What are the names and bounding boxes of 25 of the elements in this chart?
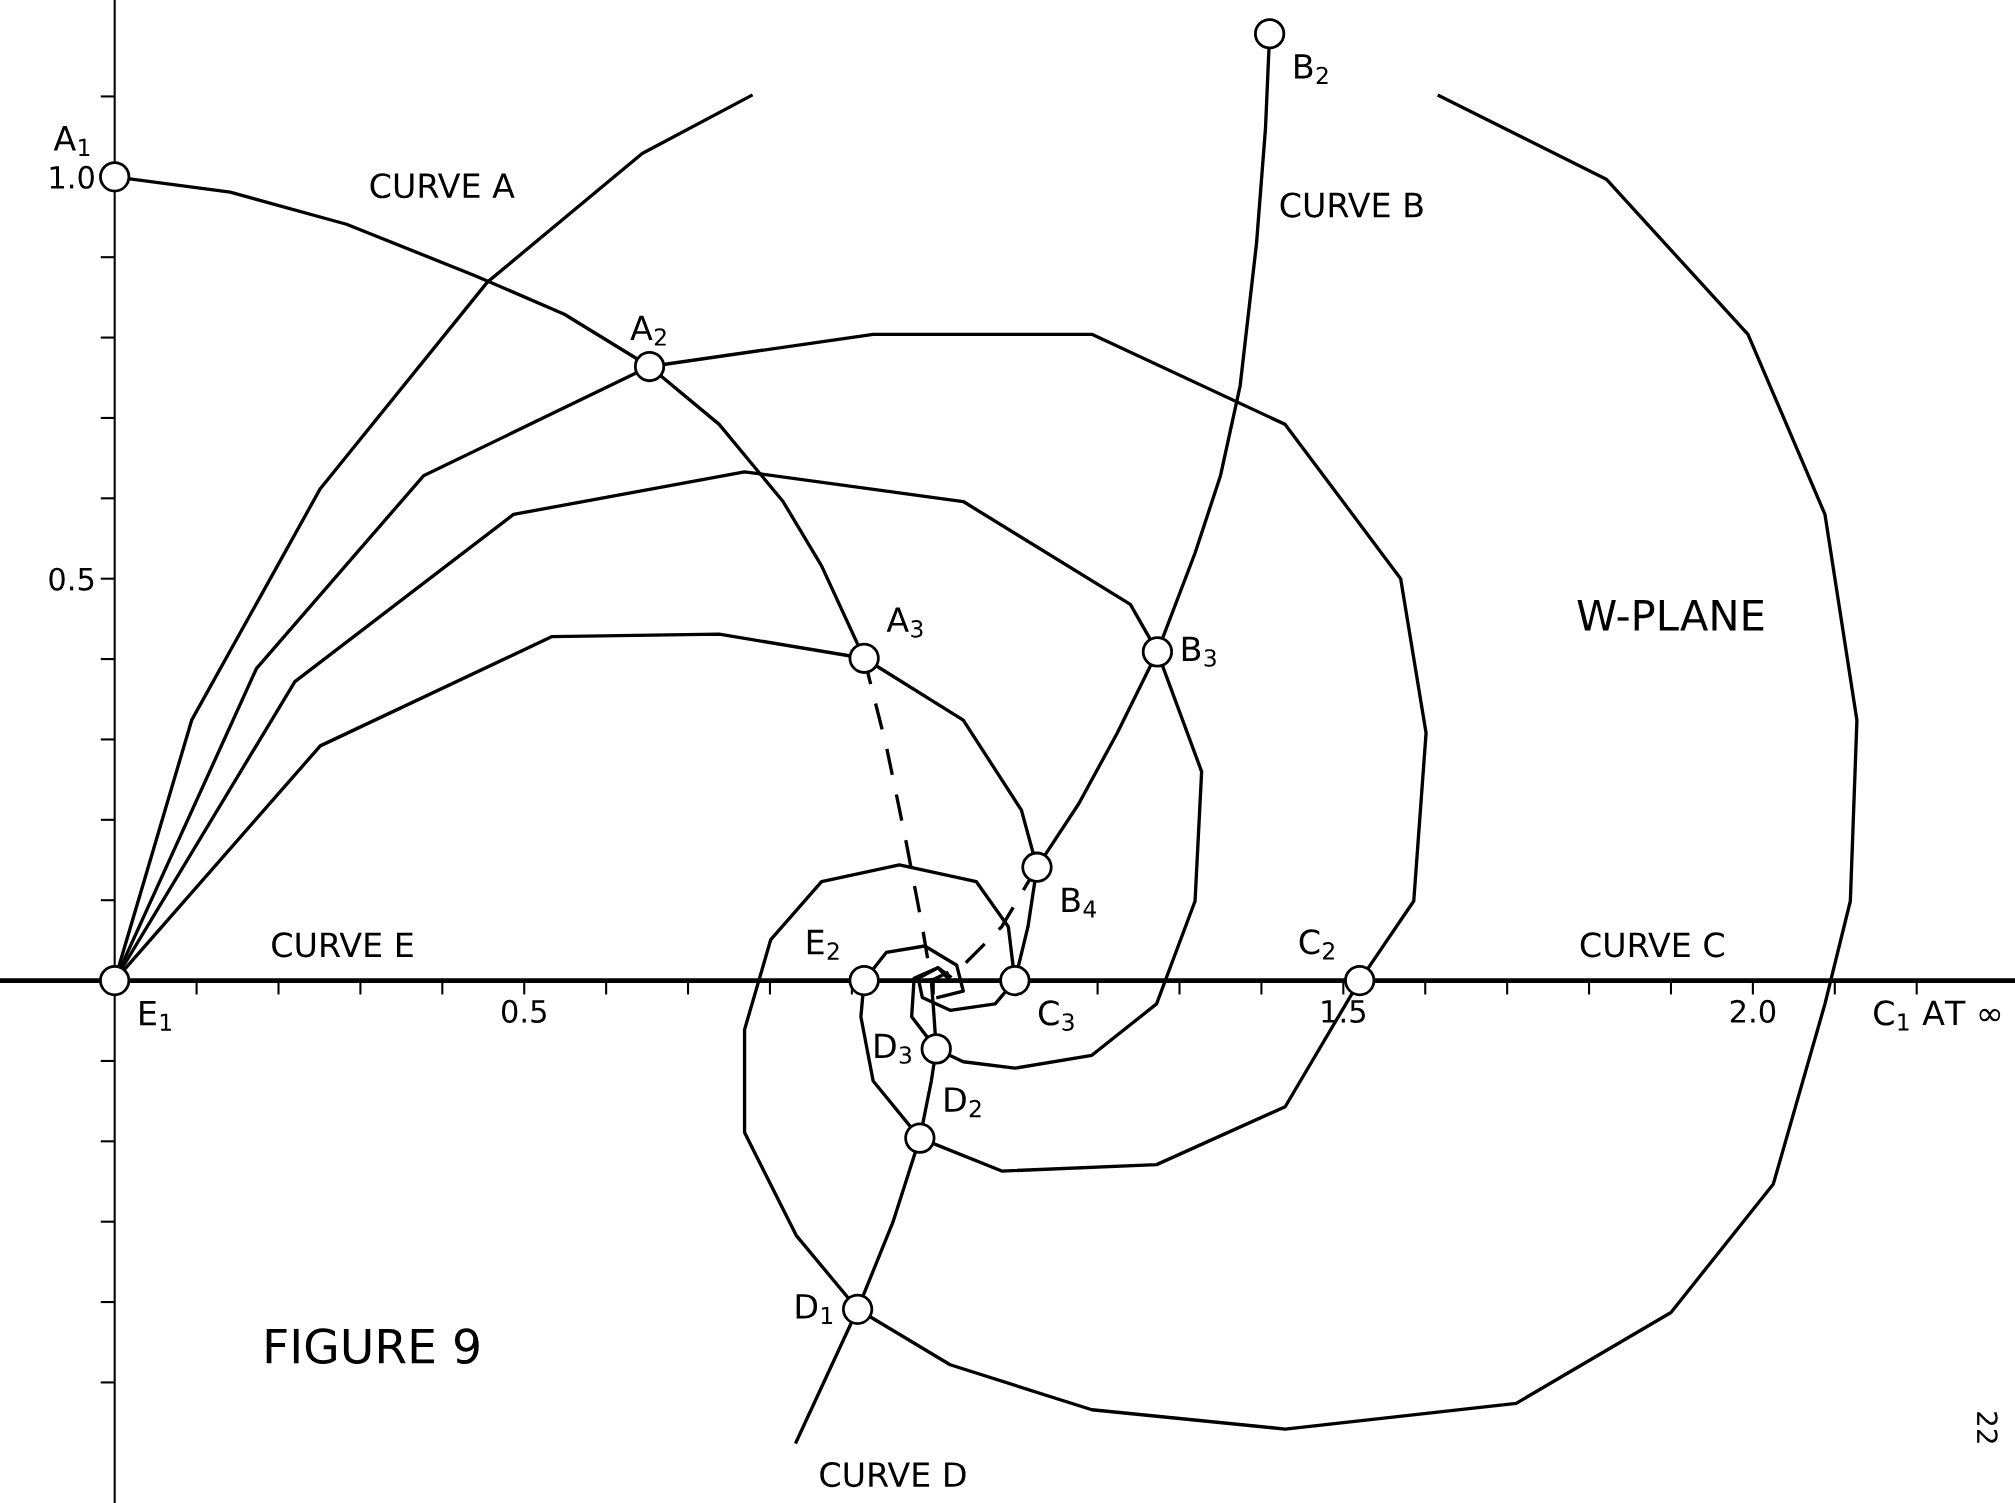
annotation: D$_{2}$ [945, 1087, 981, 1118]
annotation: B$_{3}$ [1182, 636, 1216, 667]
annotation: 22 [1977, 1412, 1998, 1443]
annotation: C$_{3}$ [1038, 1000, 1074, 1031]
annotation: CURVE E [272, 932, 413, 958]
annotation: CURVE A [370, 173, 515, 199]
y-tick-label: 1.0 [50, 165, 94, 189]
annotation: E$_{2}$ [807, 929, 839, 960]
annotation: C$_{2}$ [1299, 929, 1334, 960]
text: W-PLANE [1577, 600, 1764, 631]
x-tick-label: 0.5 [501, 999, 546, 1023]
annotation: CURVE D [820, 1461, 966, 1488]
x-tick-label: 2.0 [1730, 999, 1776, 1023]
annotation: C$_{1}$ AT ∞ [1874, 1000, 2001, 1031]
annotation: CURVE B [1280, 192, 1423, 218]
text: FIGURE 9 [266, 1328, 479, 1364]
annotation: A$_{2}$ [630, 315, 666, 346]
annotation: E$_{1}$ [140, 1001, 171, 1031]
annotation: A$_{1}$ [53, 126, 90, 156]
annotation: D$_{1}$ [796, 1294, 833, 1324]
annotation: CURVE C [1580, 932, 1724, 958]
annotation: D$_{3}$ [875, 1033, 911, 1064]
annotation: A$_{3}$ [886, 607, 923, 638]
annotation: B$_{4}$ [1062, 887, 1096, 918]
annotation: B$_{2}$ [1295, 54, 1328, 84]
